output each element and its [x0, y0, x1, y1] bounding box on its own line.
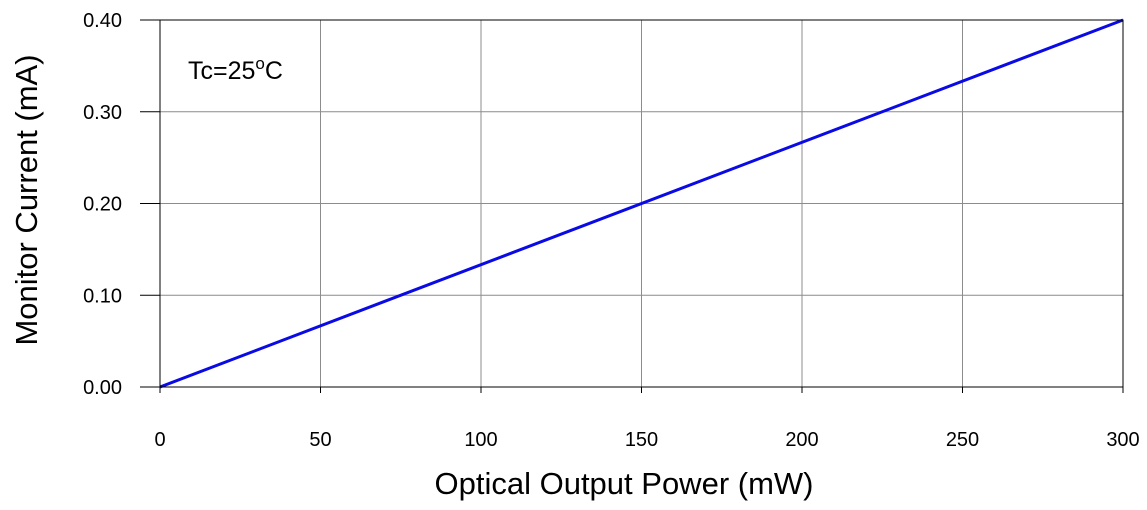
x-tick-label: 200 — [785, 429, 818, 451]
temperature-annotation: Tc=25oC — [188, 54, 283, 85]
annotation-prefix: Tc=25 — [188, 57, 255, 85]
x-axis-title: Optical Output Power (mW) — [435, 466, 814, 501]
x-tick-labels: 0 50 100 150 200 250 300 — [154, 387, 1140, 451]
x-tick-label: 300 — [1106, 429, 1139, 451]
y-tick-label: 0.10 — [83, 285, 122, 307]
annotation-suffix: C — [265, 57, 283, 85]
y-tick-label: 0.20 — [83, 194, 122, 216]
x-tick-label: 150 — [625, 429, 658, 451]
x-tick-label: 50 — [309, 429, 331, 451]
y-tick-label: 0.00 — [83, 377, 122, 399]
y-tick-label: 0.40 — [83, 10, 122, 32]
y-axis-title: Monitor Current (mA) — [9, 54, 44, 345]
y-tick-label: 0.30 — [83, 102, 122, 124]
annotation-degree-superscript: o — [255, 54, 264, 73]
series-layer — [159, 18, 1124, 389]
x-tick-label: 100 — [464, 429, 497, 451]
x-tick-label: 0 — [154, 429, 165, 451]
x-tick-label: 250 — [946, 429, 979, 451]
series-line-0 — [159, 18, 1124, 389]
y-tick-labels: 0.00 0.10 0.20 0.30 0.40 — [83, 10, 160, 399]
